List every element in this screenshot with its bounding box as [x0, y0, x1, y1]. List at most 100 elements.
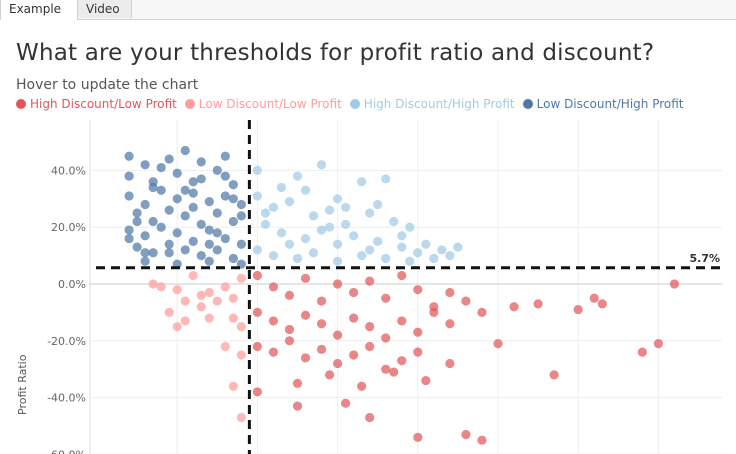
data-point[interactable] — [140, 231, 150, 241]
data-point[interactable] — [333, 358, 343, 369]
data-point[interactable] — [236, 273, 246, 283]
data-point[interactable] — [349, 350, 359, 360]
data-point[interactable] — [397, 356, 407, 366]
data-point[interactable] — [140, 256, 150, 266]
data-point[interactable] — [124, 191, 134, 201]
data-point[interactable] — [357, 381, 367, 391]
data-point[interactable] — [276, 182, 287, 193]
data-point[interactable] — [477, 307, 487, 317]
data-point[interactable] — [180, 245, 190, 255]
data-point[interactable] — [196, 219, 206, 229]
data-point[interactable] — [196, 174, 206, 184]
data-point[interactable] — [324, 205, 335, 215]
data-point[interactable] — [349, 231, 359, 241]
legend-item-high-discount-low-profit[interactable]: High Discount/Low Profit — [16, 97, 177, 111]
data-point[interactable] — [341, 219, 351, 229]
data-point[interactable] — [124, 225, 134, 235]
data-point[interactable] — [132, 242, 142, 252]
data-point[interactable] — [365, 276, 375, 286]
data-point[interactable] — [132, 216, 142, 227]
data-point[interactable] — [148, 216, 158, 227]
data-point[interactable] — [204, 313, 214, 323]
data-point[interactable] — [140, 199, 150, 210]
data-point[interactable] — [212, 165, 222, 175]
data-point[interactable] — [637, 347, 647, 357]
data-point[interactable] — [357, 177, 367, 187]
data-point[interactable] — [124, 151, 134, 161]
data-point[interactable] — [421, 239, 431, 249]
data-point[interactable] — [204, 256, 214, 266]
data-point[interactable] — [236, 199, 246, 210]
legend-item-high-discount-high-profit[interactable]: High Discount/High Profit — [349, 97, 515, 111]
data-point[interactable] — [124, 171, 134, 181]
data-point[interactable] — [196, 290, 206, 300]
data-point[interactable] — [236, 412, 246, 423]
data-point[interactable] — [573, 304, 583, 315]
data-point[interactable] — [220, 151, 230, 161]
data-point[interactable] — [236, 350, 246, 360]
data-point[interactable] — [292, 401, 303, 411]
data-point[interactable] — [333, 279, 343, 289]
data-point[interactable] — [316, 344, 327, 354]
data-point[interactable] — [284, 239, 295, 249]
data-point[interactable] — [188, 202, 198, 212]
data-point[interactable] — [373, 199, 383, 210]
data-point[interactable] — [477, 435, 487, 445]
data-point[interactable] — [445, 287, 455, 298]
data-point[interactable] — [316, 319, 327, 329]
data-point[interactable] — [228, 381, 238, 391]
data-point[interactable] — [268, 251, 279, 261]
data-point[interactable] — [397, 316, 407, 326]
data-point[interactable] — [220, 282, 230, 292]
data-point[interactable] — [389, 367, 399, 377]
data-point[interactable] — [220, 191, 230, 201]
data-point[interactable] — [188, 270, 198, 281]
data-point[interactable] — [365, 341, 375, 352]
data-point[interactable] — [365, 245, 375, 255]
data-point[interactable] — [381, 364, 391, 374]
data-point[interactable] — [300, 310, 311, 320]
data-point[interactable] — [148, 279, 158, 289]
data-point[interactable] — [236, 322, 246, 332]
data-point[interactable] — [316, 296, 327, 306]
data-point[interactable] — [140, 248, 150, 258]
data-point[interactable] — [156, 162, 166, 173]
data-point[interactable] — [349, 313, 359, 323]
data-point[interactable] — [252, 387, 262, 397]
data-point[interactable] — [381, 253, 391, 264]
data-point[interactable] — [180, 145, 190, 156]
data-point[interactable] — [228, 293, 238, 303]
data-point[interactable] — [156, 282, 166, 292]
data-point[interactable] — [413, 347, 423, 357]
data-point[interactable] — [373, 236, 383, 246]
data-point[interactable] — [316, 225, 327, 235]
data-point[interactable] — [533, 299, 543, 309]
data-point[interactable] — [252, 245, 262, 255]
data-point[interactable] — [389, 216, 399, 227]
data-point[interactable] — [268, 347, 279, 357]
data-point[interactable] — [260, 208, 271, 218]
data-point[interactable] — [188, 177, 198, 187]
data-point[interactable] — [413, 248, 423, 258]
data-point[interactable] — [252, 341, 262, 352]
data-point[interactable] — [461, 296, 471, 306]
data-point[interactable] — [172, 194, 182, 204]
data-point[interactable] — [156, 185, 166, 195]
data-point[interactable] — [212, 296, 222, 306]
data-point[interactable] — [381, 333, 391, 343]
data-point[interactable] — [589, 293, 599, 303]
data-point[interactable] — [381, 174, 391, 184]
data-point[interactable] — [357, 251, 367, 261]
data-point[interactable] — [341, 398, 351, 408]
data-point[interactable] — [204, 239, 214, 249]
data-point[interactable] — [421, 375, 431, 386]
data-point[interactable] — [180, 211, 190, 221]
data-point[interactable] — [188, 188, 198, 198]
data-point[interactable] — [196, 251, 206, 261]
data-point[interactable] — [292, 171, 303, 181]
data-point[interactable] — [252, 191, 262, 201]
data-point[interactable] — [333, 239, 343, 249]
data-point[interactable] — [180, 296, 190, 306]
data-point[interactable] — [252, 270, 262, 281]
data-point[interactable] — [405, 256, 415, 266]
